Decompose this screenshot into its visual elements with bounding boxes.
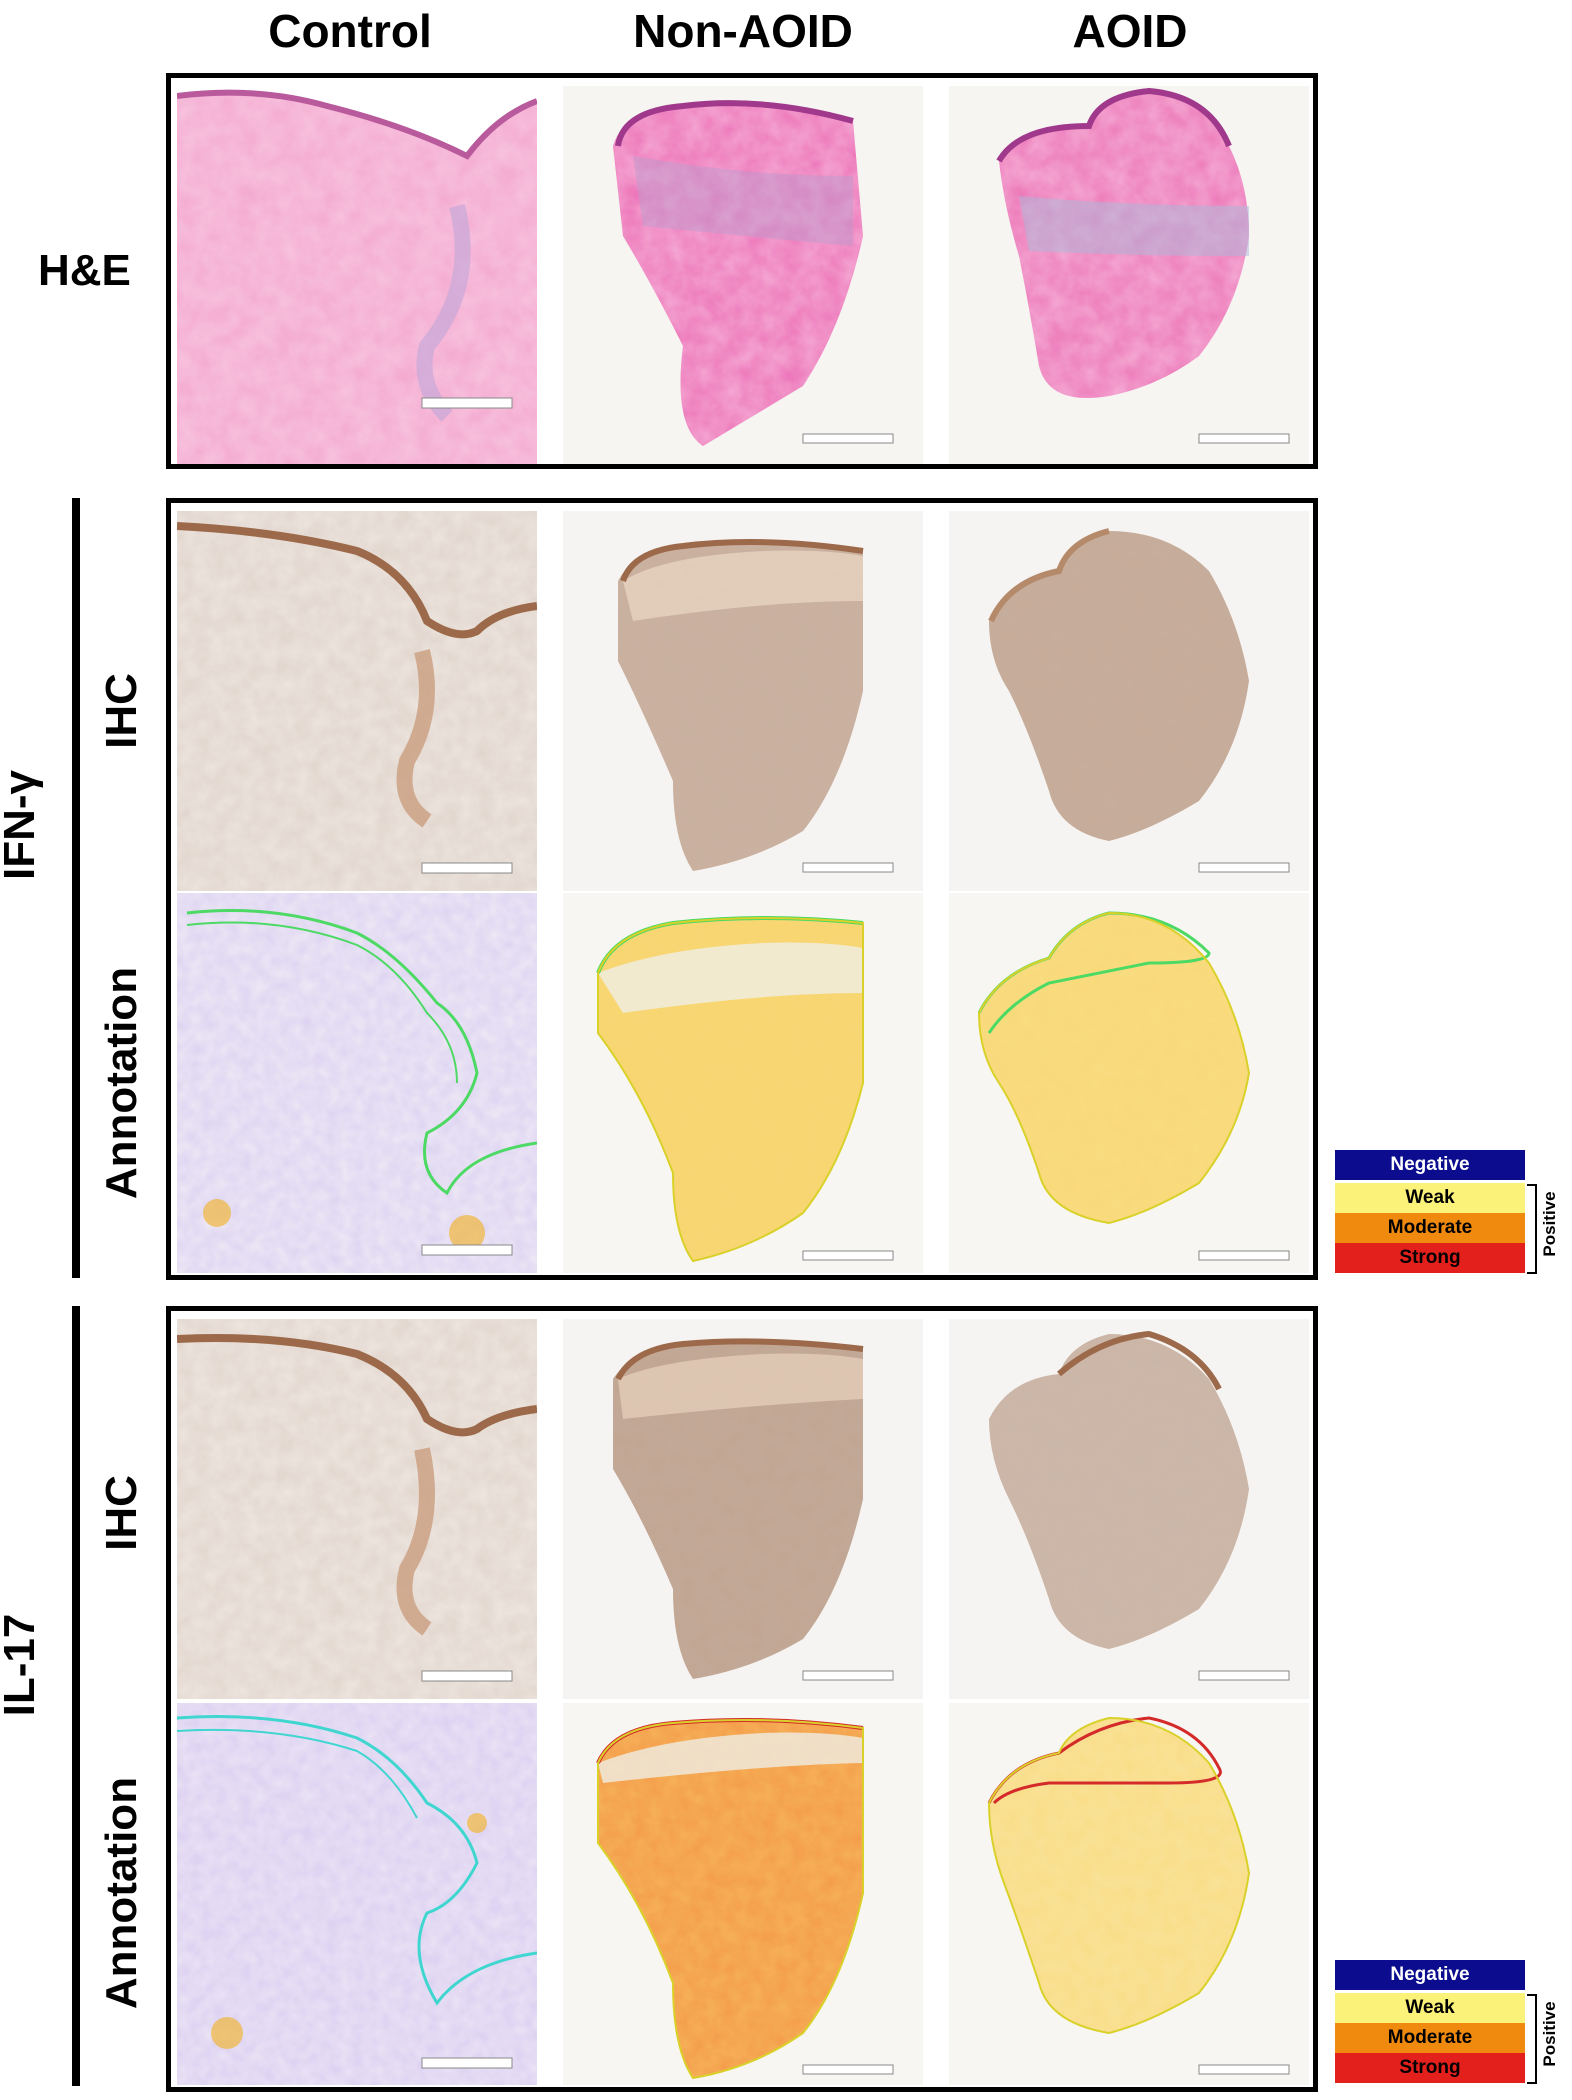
sublabel-ihc-il17: IHC (97, 1475, 146, 1551)
sublabel-annotation-ifn: Annotation (97, 966, 146, 1200)
legend-moderate: Moderate (1335, 2023, 1525, 2053)
ifn-gamma-frame (166, 498, 1318, 1280)
il17-annotation-control-image (177, 1703, 537, 2085)
legend-strong: Strong (1335, 2053, 1525, 2083)
he-control-image (177, 89, 537, 464)
row-label-il-17: IL-17 (0, 1613, 44, 1717)
column-header-non-aoid: Non-AOID (633, 5, 853, 57)
legend-weak: Weak (1335, 1993, 1525, 2023)
column-header-control: Control (268, 5, 432, 57)
legend-weak: Weak (1335, 1183, 1525, 1213)
row-label-ifn-gamma: IFN-γ (0, 770, 44, 880)
ifn-gamma-bar (72, 498, 80, 1278)
legend-positive-bracket-ifn (1527, 1184, 1537, 1274)
column-header-aoid: AOID (1072, 5, 1188, 57)
legend-positive-label-ifn: Positive (1540, 1191, 1559, 1257)
il-17-frame (166, 1306, 1318, 2092)
ifn-ihc-control-image (177, 511, 537, 891)
ifn-annotation-control-image (177, 893, 537, 1273)
legend-moderate: Moderate (1335, 1213, 1525, 1243)
ifn-ihc-aoid-image (949, 511, 1309, 891)
legend-strong: Strong (1335, 1243, 1525, 1273)
sublabel-annotation-il17: Annotation (97, 1776, 146, 2010)
legend-negative: Negative (1335, 1150, 1525, 1180)
he-non-aoid-image (563, 86, 923, 464)
legend-negative: Negative (1335, 1960, 1525, 1990)
intensity-legend-il17: Negative Weak Moderate Strong (1335, 1960, 1525, 2083)
il17-annotation-aoid-image (949, 1703, 1309, 2085)
intensity-legend-ifn: Negative Weak Moderate Strong (1335, 1150, 1525, 1273)
he-frame (166, 73, 1318, 469)
he-aoid-image (949, 86, 1309, 464)
ifn-annotation-aoid-image (949, 893, 1309, 1273)
il17-ihc-non-aoid-image (563, 1319, 923, 1699)
legend-positive-label-il17: Positive (1540, 2001, 1559, 2067)
row-label-he: H&E (38, 246, 131, 295)
ifn-ihc-non-aoid-image (563, 511, 923, 891)
il17-ihc-control-image (177, 1319, 537, 1699)
legend-positive-bracket-il17 (1527, 1994, 1537, 2084)
il17-annotation-non-aoid-image (563, 1703, 923, 2085)
sublabel-ihc-ifn: IHC (97, 673, 146, 749)
il17-ihc-aoid-image (949, 1319, 1309, 1699)
ifn-annotation-non-aoid-image (563, 893, 923, 1273)
il-17-bar (72, 1306, 80, 2086)
